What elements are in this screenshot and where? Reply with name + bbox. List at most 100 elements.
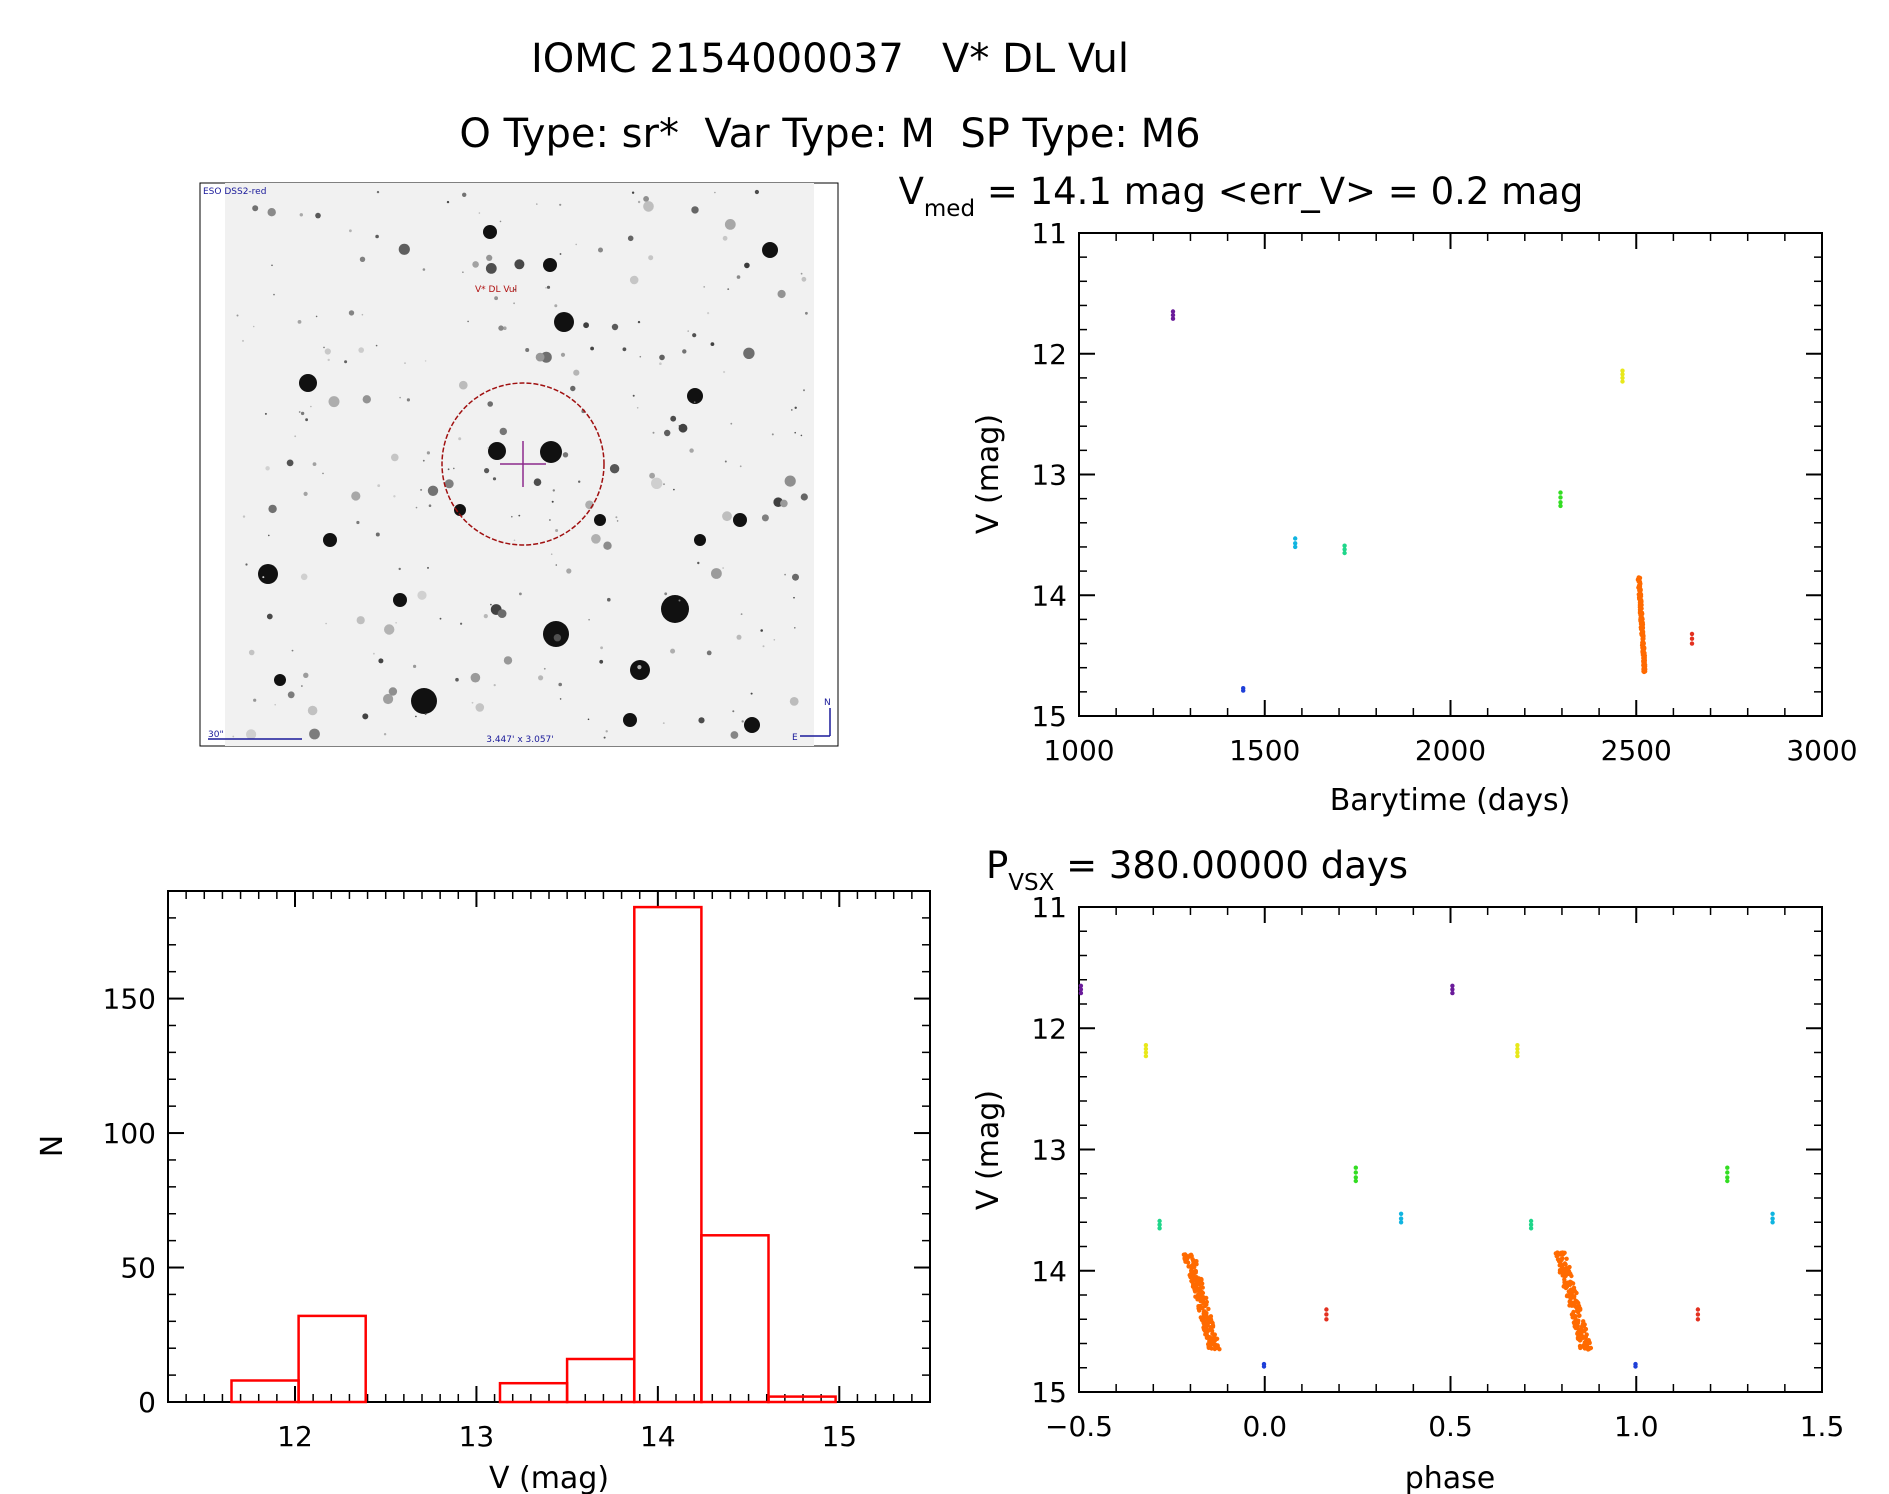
star — [323, 346, 325, 349]
star — [543, 667, 546, 670]
star — [743, 347, 755, 359]
histogram-ticks — [167, 890, 931, 1403]
star — [554, 304, 558, 308]
lightcurve-ticks — [1078, 232, 1823, 717]
star — [232, 735, 235, 738]
star — [486, 254, 493, 261]
phased-point-epoch-5 — [1353, 1178, 1359, 1184]
phased-point-main-season — [1562, 1282, 1568, 1287]
star — [651, 477, 663, 489]
star — [266, 613, 273, 620]
star — [356, 616, 365, 625]
lightcurve-title-rest: = 14.1 mag <err_V> = 0.2 mag — [975, 170, 1583, 213]
phased-y-tick-label: 11 — [1031, 891, 1067, 924]
figure-subtitle: O Type: sr* Var Type: M SP Type: M6 — [459, 111, 1200, 157]
star — [303, 672, 309, 678]
phased-point-epoch-6 — [1515, 1046, 1520, 1052]
star — [591, 534, 601, 544]
phased-point-main-season — [1209, 1346, 1214, 1351]
target-crosshair — [500, 441, 546, 487]
star — [439, 617, 442, 620]
phased-point-epoch-6 — [1515, 1053, 1520, 1059]
star — [395, 622, 397, 624]
star — [540, 441, 562, 463]
histogram-y-tick-label: 0 — [138, 1386, 156, 1419]
star — [744, 262, 750, 269]
phased-point-main-season — [1565, 1266, 1570, 1271]
phased-point-epoch-6 — [1143, 1043, 1149, 1048]
compass-east-label: E — [792, 733, 798, 743]
star — [583, 322, 589, 329]
phased-point-main-season — [1577, 1338, 1583, 1343]
star — [741, 720, 744, 723]
star — [460, 622, 463, 625]
star — [492, 477, 497, 481]
phased-point-epoch-3 — [1398, 1216, 1404, 1221]
lightcurve-title-main: V — [899, 170, 924, 213]
star — [375, 344, 378, 347]
star — [622, 347, 627, 352]
lightcurve-point-epoch-1 — [1170, 309, 1176, 314]
phased-y-axis-label: V (mag) — [971, 1090, 1006, 1210]
star — [248, 649, 255, 656]
phased-point-epoch-5 — [1725, 1170, 1730, 1175]
star — [351, 491, 361, 501]
star — [637, 200, 641, 204]
phased-x-tick-label: 1.5 — [1800, 1410, 1845, 1443]
star — [446, 200, 450, 204]
histogram-x-tick-label: 13 — [459, 1420, 495, 1453]
star — [732, 710, 735, 713]
phased-point-main-season — [1569, 1280, 1574, 1285]
star — [426, 451, 430, 455]
lightcurve-x-tick-label: 3000 — [1786, 734, 1857, 767]
lightcurve-x-axis-label: Barytime (days) — [1330, 783, 1571, 818]
star — [393, 593, 407, 607]
lightcurve-y-tick-label: 14 — [1031, 579, 1067, 612]
histogram-bar — [633, 905, 703, 1404]
phased-point-main-season — [1195, 1286, 1201, 1292]
star — [639, 355, 642, 358]
phased-point-main-season — [1580, 1334, 1585, 1339]
star — [242, 339, 244, 342]
star — [525, 348, 530, 352]
star — [784, 475, 796, 487]
phased-point-main-season — [1579, 1326, 1584, 1332]
star — [615, 516, 618, 519]
star — [453, 467, 455, 470]
star — [623, 713, 637, 727]
phased-point-main-season — [1189, 1268, 1194, 1273]
phased-point-main-season — [1187, 1253, 1193, 1258]
phased-point-epoch-1 — [1078, 990, 1084, 996]
star — [678, 423, 688, 433]
phased-point-main-season — [1215, 1343, 1220, 1348]
star — [415, 506, 418, 509]
star — [519, 592, 522, 596]
star — [499, 220, 502, 223]
phased-point-main-season — [1574, 1305, 1579, 1310]
phased-point-epoch-6 — [1143, 1050, 1149, 1055]
star — [454, 504, 466, 516]
star — [630, 660, 650, 680]
star — [643, 201, 654, 212]
star — [271, 264, 273, 267]
histogram-y-tick-label: 150 — [103, 983, 156, 1016]
star — [659, 354, 665, 361]
star — [427, 566, 429, 569]
phased-point-main-season — [1573, 1321, 1578, 1326]
lightcurve-title-sub: med — [924, 196, 975, 222]
phased-point-main-season — [1210, 1331, 1215, 1336]
phased-point-epoch-7 — [1324, 1307, 1329, 1312]
star — [514, 288, 516, 291]
star — [649, 472, 655, 479]
phased-point-main-season — [1189, 1264, 1194, 1269]
star — [730, 731, 739, 739]
phased-point-main-season — [1197, 1306, 1202, 1312]
phased-x-tick-label: 1.0 — [1614, 1410, 1659, 1443]
star — [315, 212, 321, 219]
phased-point-main-season — [1183, 1259, 1188, 1264]
phased-point-epoch-7 — [1695, 1312, 1701, 1317]
star — [694, 534, 706, 546]
star — [800, 272, 803, 275]
star — [637, 320, 641, 324]
